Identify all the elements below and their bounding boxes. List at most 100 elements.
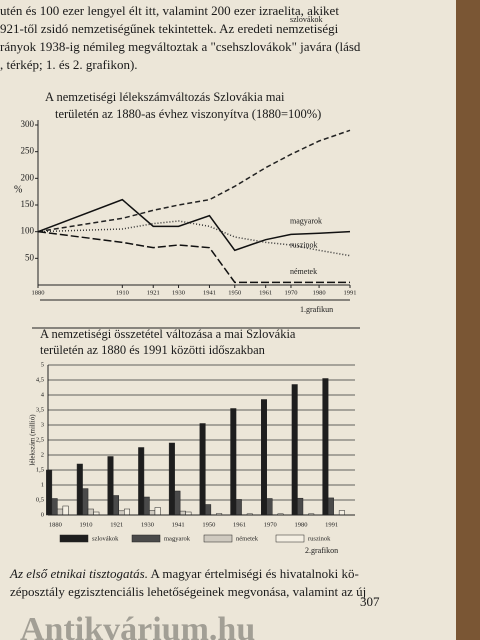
y-tick-label: 3	[41, 421, 44, 428]
bar	[338, 510, 345, 516]
bar	[87, 508, 94, 516]
legend-swatch	[275, 534, 305, 543]
y-tick-label: 300	[21, 119, 35, 129]
legend-label: ruszinok	[308, 535, 331, 542]
x-tick-label: 1950	[228, 289, 241, 296]
legend-swatch	[203, 534, 233, 543]
page-number: 307	[360, 594, 380, 609]
bar	[199, 423, 206, 516]
bar	[235, 499, 242, 516]
x-tick-label: 1961	[233, 521, 246, 528]
series-label: magyarok	[290, 216, 322, 225]
bar	[261, 399, 267, 516]
paragraph-line: rányok 1938-ig némileg megváltoztak a "c…	[0, 39, 361, 54]
chart-caption: 2.grafikon	[305, 546, 338, 555]
watermark: Antikvárium.hu	[20, 611, 255, 640]
y-axis-label: lélekszám (millió)	[29, 414, 37, 466]
legend-label: szlovákok	[92, 535, 119, 542]
x-tick-label: 1991	[344, 289, 357, 296]
chart-title: A nemzetiségi összetétel változása a mai…	[40, 327, 296, 341]
bar	[124, 508, 130, 516]
bar	[82, 488, 89, 516]
y-tick-label: 4,5	[36, 376, 44, 383]
bar	[51, 498, 58, 516]
series-line	[37, 198, 351, 252]
chart-caption: 1.grafikun	[300, 305, 333, 314]
chart-title: területén az 1880-as évhez viszonyítva (…	[55, 107, 321, 121]
x-tick-label: 1880	[49, 521, 62, 528]
italic-lead: Az első etnikai tisztogatás.	[9, 566, 148, 581]
y-tick-label: 50	[25, 252, 35, 262]
series-label: szlovákok	[290, 15, 322, 24]
bar	[266, 498, 273, 516]
paragraph-line: 921-től zsidó nemzetiségűnek tekintettek…	[0, 21, 339, 36]
y-tick-label: 0	[41, 511, 44, 518]
bar	[174, 490, 181, 516]
bar	[46, 469, 53, 516]
x-tick-label: 1910	[116, 289, 129, 296]
y-tick-label: 1,5	[36, 466, 44, 473]
series-line	[37, 220, 351, 257]
y-tick-label: 3,5	[36, 406, 44, 413]
series-label: németek	[290, 267, 317, 276]
bar	[327, 497, 334, 516]
y-tick-label: 1	[41, 481, 44, 488]
bar	[76, 463, 83, 516]
bar	[107, 456, 114, 516]
bar	[154, 507, 161, 516]
x-tick-label: 1950	[202, 521, 215, 528]
x-tick-label: 1941	[172, 521, 185, 528]
bar	[113, 495, 119, 516]
y-tick-label: 5	[41, 361, 44, 368]
x-tick-label: 1970	[264, 521, 277, 528]
x-tick-label: 1961	[259, 289, 272, 296]
bar	[322, 378, 329, 516]
bar	[230, 408, 237, 516]
legend-swatch	[59, 534, 89, 543]
x-tick-label: 1991	[325, 521, 338, 528]
bar	[57, 508, 64, 516]
series-label: ruszinok	[290, 240, 318, 249]
bar	[291, 384, 298, 516]
paragraph-line: , térkép; 1. és 2. grafikon).	[0, 57, 138, 72]
y-tick-label: 4	[41, 391, 45, 398]
y-tick-label: 100	[21, 226, 35, 236]
paragraph-line: zéposztály egzisztenciális lehetőségeine…	[10, 584, 366, 599]
paragraph-text: A magyar értelmiségi és hivatalnoki kö-	[148, 566, 359, 581]
bar	[62, 505, 69, 516]
bar	[205, 504, 212, 516]
paper	[0, 0, 456, 640]
paragraph-line: Az első etnikai tisztogatás. A magyar ér…	[9, 566, 359, 581]
legend-label: magyarok	[164, 535, 191, 542]
x-tick-label: 1980	[313, 289, 326, 296]
x-tick-label: 1980	[294, 521, 307, 528]
x-tick-label: 1970	[284, 289, 297, 296]
y-tick-label: 150	[21, 199, 35, 209]
legend-label: németek	[236, 535, 259, 542]
bar	[118, 510, 125, 516]
y-tick-label: 0,5	[36, 496, 44, 503]
paragraph-line: utén és 100 ezer lengyel élt itt, valami…	[0, 3, 339, 18]
x-tick-label: 1910	[80, 521, 93, 528]
legend-swatch	[131, 534, 161, 543]
y-tick-label: 250	[21, 146, 35, 156]
y-tick-label: 2	[41, 451, 44, 458]
bar	[168, 442, 175, 516]
series-line	[37, 129, 351, 233]
y-tick-label: 200	[21, 172, 35, 182]
chart-title: területén az 1880 és 1991 közötti idősza…	[40, 343, 266, 357]
chart-title: A nemzetiségi lélekszámváltozás Szlováki…	[45, 90, 285, 104]
y-tick-label: 2,5	[36, 436, 44, 443]
bar	[143, 496, 150, 516]
x-tick-label: 1941	[203, 289, 216, 296]
x-tick-label: 1880	[32, 289, 45, 296]
y-axis-label: %	[14, 184, 22, 195]
x-tick-label: 1930	[141, 521, 154, 528]
table-edge	[456, 0, 480, 640]
bar	[149, 510, 156, 516]
bar	[138, 447, 145, 516]
bar	[297, 497, 304, 516]
series-line	[37, 230, 350, 284]
